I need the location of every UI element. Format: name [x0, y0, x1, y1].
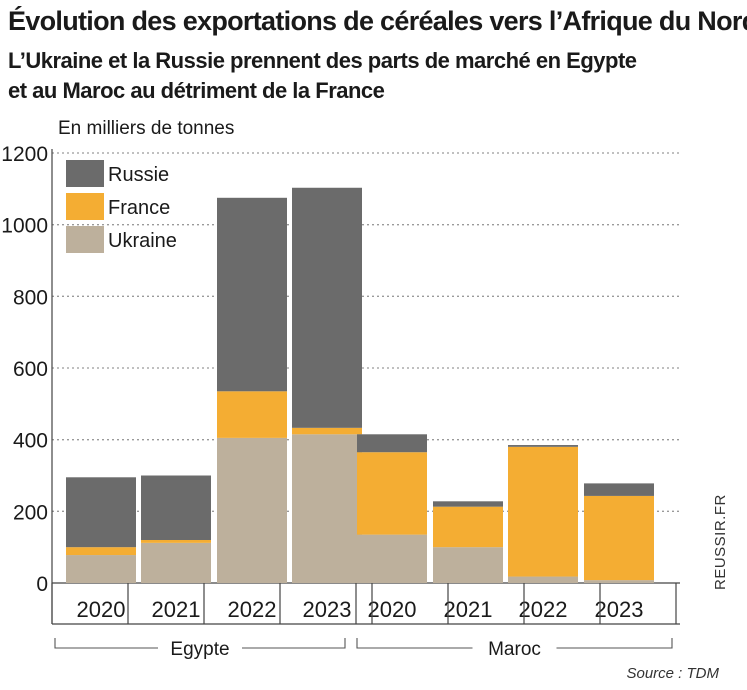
bar-maroc-2020-ukraine — [357, 534, 427, 583]
chart-title: Évolution des exportations de céréales v… — [8, 6, 747, 36]
chart-subtitle: L’Ukraine et la Russie prennent des part… — [8, 46, 637, 106]
x-tick-label-egypte-2023: 2023 — [303, 597, 352, 622]
x-tick-label-egypte-2021: 2021 — [152, 597, 201, 622]
bar-egypte-2021-ukraine — [141, 542, 211, 583]
x-tick-label-maroc-2021: 2021 — [444, 597, 493, 622]
group-bracket-left-maroc — [356, 638, 473, 649]
source-note: Source : TDM — [626, 665, 719, 682]
unit-label: En milliers de tonnes — [58, 118, 235, 139]
subtitle-line-1: L’Ukraine et la Russie prennent des part… — [8, 48, 637, 73]
y-tick-label-1200: 1200 — [1, 143, 48, 166]
legend-label-russie: Russie — [108, 164, 169, 186]
bar-egypte-2021-france — [141, 540, 211, 543]
bar-egypte-2020-ukraine — [66, 555, 136, 583]
legend-label-ukraine: Ukraine — [108, 230, 177, 252]
group-bracket-right-maroc — [556, 638, 673, 649]
x-tick-label-maroc-2023: 2023 — [595, 597, 644, 622]
site-credit: REUSSIR.FR — [712, 494, 729, 590]
bar-egypte-2023-france — [292, 427, 362, 435]
y-tick-label-0: 0 — [36, 573, 48, 596]
legend-swatch-ukraine — [66, 226, 104, 253]
y-tick-label-600: 600 — [13, 358, 48, 381]
y-tick-label-1000: 1000 — [1, 215, 48, 238]
bar-maroc-2023-ukraine — [584, 580, 654, 583]
bar-maroc-2021-france — [433, 506, 503, 548]
legend-swatch-russie — [66, 160, 104, 187]
x-tick-label-maroc-2022: 2022 — [519, 597, 568, 622]
bar-egypte-2020-france — [66, 547, 136, 556]
bar-egypte-2023-ukraine — [292, 434, 362, 583]
bar-maroc-2020-france — [357, 452, 427, 535]
bar-maroc-2023-france — [584, 495, 654, 581]
legend-swatch-france — [66, 193, 104, 220]
bar-egypte-2021-russie — [141, 475, 211, 540]
bar-maroc-2022-france — [508, 446, 578, 577]
group-label-egypte: Egypte — [170, 639, 229, 660]
x-tick-label-egypte-2020: 2020 — [77, 597, 126, 622]
bar-egypte-2022-france — [217, 391, 287, 438]
bar-maroc-2023-russie — [584, 483, 654, 496]
group-label-maroc: Maroc — [488, 639, 541, 660]
bar-egypte-2023-russie — [292, 187, 362, 428]
bar-egypte-2020-russie — [66, 477, 136, 548]
bar-egypte-2022-russie — [217, 197, 287, 392]
subtitle-line-2: et au Maroc au détriment de la France — [8, 78, 385, 103]
y-tick-label-800: 800 — [13, 286, 48, 309]
bar-maroc-2021-russie — [433, 501, 503, 507]
y-tick-label-400: 400 — [13, 430, 48, 453]
bar-maroc-2021-ukraine — [433, 547, 503, 583]
bar-maroc-2022-russie — [508, 445, 578, 447]
x-tick-label-egypte-2022: 2022 — [228, 597, 277, 622]
legend-label-france: France — [108, 197, 170, 219]
group-bracket-right-egypte — [242, 638, 346, 649]
x-tick-label-maroc-2020: 2020 — [368, 597, 417, 622]
bar-maroc-2020-russie — [357, 434, 427, 453]
group-bracket-left-egypte — [54, 638, 158, 649]
bar-egypte-2022-ukraine — [217, 437, 287, 583]
bar-maroc-2022-ukraine — [508, 576, 578, 583]
y-tick-label-200: 200 — [13, 501, 48, 524]
